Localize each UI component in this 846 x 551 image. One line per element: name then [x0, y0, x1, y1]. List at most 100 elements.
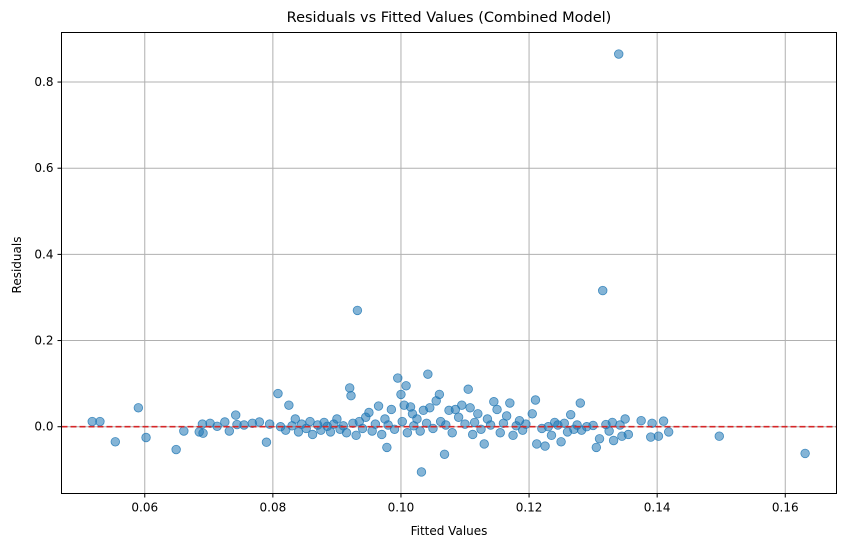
data-point: [224, 426, 235, 436]
data-point: [540, 441, 550, 451]
data-point: [501, 411, 512, 421]
data-point: [415, 426, 425, 436]
y-tick-label: 0.0: [34, 420, 53, 434]
data-point: [647, 418, 657, 428]
data-point: [508, 430, 518, 441]
data-point: [588, 420, 598, 431]
data-point: [532, 439, 542, 449]
data-point: [527, 409, 537, 419]
data-point: [594, 434, 605, 444]
data-point: [396, 389, 406, 400]
data-point: [453, 412, 464, 422]
data-point: [346, 390, 356, 401]
data-point: [800, 448, 810, 459]
data-point: [373, 401, 384, 411]
data-point: [198, 428, 208, 438]
data-point: [663, 427, 674, 437]
data-point: [357, 423, 368, 434]
data-point: [402, 428, 413, 438]
data-point: [614, 49, 624, 59]
data-point: [479, 439, 489, 449]
data-point: [658, 416, 669, 426]
x-axis-label: Fitted Values: [411, 524, 488, 538]
y-tick-label: 0.6: [34, 161, 53, 175]
data-point: [273, 388, 283, 399]
data-point: [450, 404, 461, 415]
data-point: [377, 429, 387, 440]
data-point: [421, 418, 432, 428]
x-tick-label: 0.12: [516, 501, 543, 515]
data-point: [653, 431, 664, 441]
y-tick-label: 0.8: [34, 75, 53, 89]
data-point: [623, 429, 634, 440]
data-point: [463, 384, 473, 394]
data-point: [332, 414, 342, 424]
data-point: [290, 414, 300, 424]
data-point: [646, 432, 656, 442]
data-point: [231, 410, 241, 420]
data-point: [428, 423, 438, 434]
data-point: [393, 373, 403, 383]
data-point: [95, 416, 105, 427]
chart-title: Residuals vs Fitted Values (Combined Mod…: [287, 10, 612, 26]
y-tick-label: 0.4: [34, 247, 53, 261]
data-point: [441, 420, 451, 430]
data-point: [364, 407, 374, 418]
data-point: [401, 381, 411, 391]
data-point: [465, 403, 475, 413]
data-point: [556, 437, 566, 447]
data-point: [341, 428, 352, 438]
data-point: [412, 414, 422, 424]
data-point: [489, 397, 499, 407]
data-point: [575, 398, 586, 408]
data-point: [261, 437, 272, 447]
data-point: [714, 431, 724, 441]
data-point: [416, 467, 427, 477]
data-point: [110, 437, 121, 447]
x-tick-label: 0.06: [131, 501, 158, 515]
x-tick-label: 0.10: [388, 501, 415, 515]
data-point: [530, 395, 541, 405]
data-point: [423, 369, 433, 379]
data-point: [239, 420, 249, 430]
axis-ticks: 0.06 0.08 0.10 0.12 0.14 0.16 0.0 0.2 0.4 0.6 0.8: [34, 75, 798, 514]
data-point: [220, 417, 230, 427]
data-point: [598, 285, 608, 296]
data-point: [546, 430, 557, 441]
data-point: [505, 398, 515, 408]
x-tick-label: 0.16: [772, 501, 799, 515]
data-point: [559, 418, 569, 428]
data-point: [425, 403, 435, 413]
data-point: [305, 416, 315, 427]
data-point: [492, 404, 502, 415]
data-point: [307, 429, 318, 440]
data-point: [608, 435, 619, 446]
data-point: [397, 416, 407, 427]
data-point: [325, 427, 336, 437]
data-point: [254, 417, 265, 427]
data-point: [171, 444, 181, 455]
data-point: [382, 442, 392, 453]
x-tick-label: 0.14: [644, 501, 671, 515]
data-point: [636, 415, 646, 426]
data-point: [386, 404, 397, 415]
data-point: [284, 400, 294, 410]
data-point: [565, 409, 576, 420]
data-point: [345, 383, 355, 393]
data-point: [467, 429, 478, 440]
data-point: [457, 400, 467, 410]
y-tick-label: 0.2: [34, 334, 53, 348]
grid-lines: [61, 32, 837, 494]
data-point: [280, 425, 291, 435]
data-point: [604, 426, 614, 436]
data-point: [591, 442, 602, 453]
data-point: [133, 403, 144, 413]
data-point: [352, 305, 363, 316]
data-point: [293, 427, 304, 437]
y-axis-label: Residuals: [10, 237, 24, 294]
data-point: [447, 428, 457, 438]
data-point: [141, 432, 151, 443]
